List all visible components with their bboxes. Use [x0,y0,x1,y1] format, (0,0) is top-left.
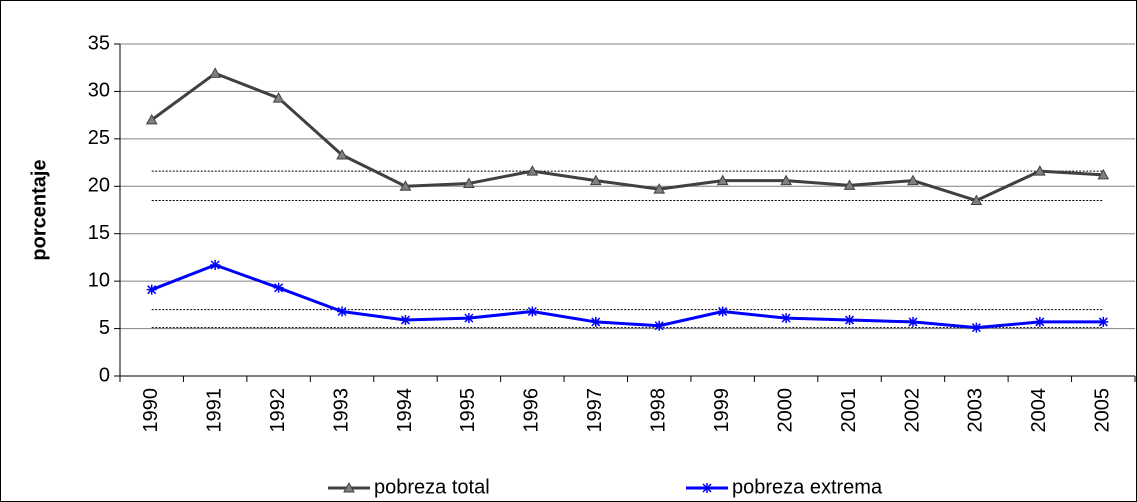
x-tick-label: 1994 [394,388,416,433]
point-marker [654,320,665,331]
point-marker [145,113,158,125]
point-marker [526,165,539,176]
point-marker [1097,168,1110,180]
point-marker [781,313,792,324]
y-tick-label: 35 [88,32,110,54]
x-tick-label: 2002 [901,388,923,433]
x-tick-label: 1997 [584,388,606,433]
x-tick-label: 1991 [203,388,225,433]
point-marker [653,183,666,194]
point-marker [210,260,221,271]
x-tick-label: 2001 [838,388,860,433]
legend-label: pobreza total [374,476,490,498]
point-marker [272,92,285,103]
point-marker [1034,316,1045,327]
point-marker [1033,165,1046,176]
series-line [151,263,1104,330]
y-tick-label: 15 [88,222,110,244]
point-marker [1098,316,1109,327]
y-tick-label: 5 [99,317,110,339]
series-line [150,71,1104,203]
x-tick-label: 1990 [140,388,162,433]
point-marker [399,180,412,191]
x-tick-label: 1992 [267,388,289,433]
x-tick-label: 1996 [521,388,543,433]
y-tick-label: 20 [88,175,110,197]
x-tick-label: 1998 [648,388,670,433]
point-marker [716,174,729,186]
y-tick-label: 30 [88,80,110,102]
y-tick-label: 10 [88,269,110,291]
x-tick-label: 2005 [1092,388,1114,433]
legend-marker [702,483,712,493]
point-marker [336,148,348,160]
point-marker [970,194,983,206]
point-marker [400,315,411,326]
x-tick-label: 2000 [774,388,796,433]
point-marker [843,179,856,190]
x-tick-label: 1993 [330,388,352,433]
point-marker [780,174,792,186]
point-marker [844,315,855,326]
point-marker [590,316,601,327]
legend-label: pobreza extrema [732,476,883,498]
point-marker [463,177,475,188]
y-tick-label: 0 [99,364,110,386]
point-marker [971,322,982,333]
point-marker [337,306,348,317]
point-marker [717,306,728,317]
point-marker [907,174,919,186]
point-marker [146,284,157,295]
y-axis-label: porcentaje [28,159,50,260]
x-tick-label: 1995 [457,388,479,433]
point-marker [463,313,474,324]
point-marker [527,306,538,317]
x-tick-label: 2004 [1028,388,1050,433]
y-tick-label: 25 [88,127,110,149]
point-marker [273,282,284,293]
point-marker [589,174,602,186]
legend-marker [343,481,355,493]
point-marker [209,67,222,78]
point-marker [907,316,918,327]
x-tick-label: 1999 [711,388,733,433]
x-tick-label: 2003 [965,388,987,433]
